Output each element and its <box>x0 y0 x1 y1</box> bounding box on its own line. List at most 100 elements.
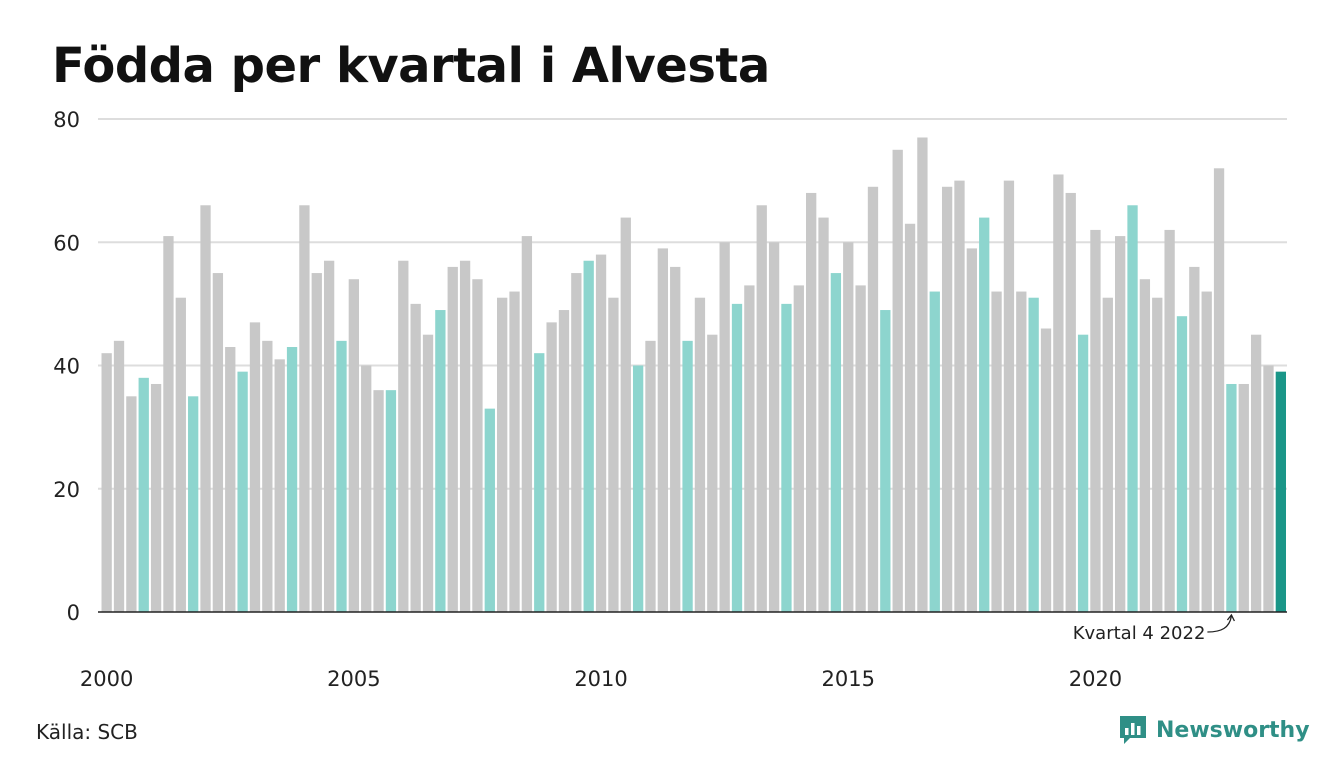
y-tick-label: 20 <box>53 478 80 502</box>
bar <box>855 285 866 612</box>
bar <box>262 340 273 612</box>
bar <box>558 310 570 612</box>
bar <box>1090 229 1101 613</box>
bar <box>101 353 112 612</box>
bar <box>694 297 706 612</box>
bar <box>497 297 508 612</box>
bar <box>806 192 817 612</box>
bar <box>311 273 322 612</box>
x-axis-tick-labels: 2000 2005 2010 2015 2020 <box>80 667 1122 691</box>
bar <box>1164 229 1175 613</box>
bar <box>1053 174 1064 612</box>
bar <box>707 334 718 612</box>
bar <box>286 347 298 612</box>
bar <box>200 205 211 612</box>
bar <box>1065 192 1076 612</box>
bar <box>843 242 854 612</box>
bar <box>941 186 953 612</box>
bar <box>1003 180 1015 612</box>
bar <box>188 396 199 612</box>
bar <box>768 242 780 612</box>
bar <box>571 273 582 612</box>
bar <box>583 260 594 612</box>
bar <box>1152 297 1163 612</box>
bar <box>163 236 174 612</box>
bar <box>138 377 149 612</box>
newsworthy-chart-bubble-icon <box>1120 716 1146 744</box>
bar <box>1127 205 1138 612</box>
bar <box>126 396 137 612</box>
bar <box>435 310 446 612</box>
bar <box>274 359 285 612</box>
bar <box>1040 328 1052 612</box>
y-tick-label: 80 <box>53 108 80 132</box>
bar <box>1226 383 1237 612</box>
bar <box>892 149 903 612</box>
bar <box>472 279 483 612</box>
bar <box>509 291 520 612</box>
bar <box>657 248 668 612</box>
bar <box>1028 297 1039 612</box>
logo-text: Newsworthy <box>1156 717 1310 743</box>
x-tick-label: 2010 <box>574 667 627 691</box>
bar <box>484 408 495 612</box>
bar <box>385 390 397 612</box>
bar <box>1102 297 1113 612</box>
bar <box>1139 279 1151 612</box>
bar <box>249 322 261 612</box>
annotation: Kvartal 4 2022 <box>1073 613 1235 644</box>
bar <box>954 180 965 612</box>
bar <box>670 266 681 612</box>
bar <box>1115 236 1126 612</box>
bar <box>818 217 829 612</box>
bar <box>744 285 755 612</box>
bar <box>645 340 656 612</box>
bar <box>595 254 607 612</box>
bar <box>212 273 224 612</box>
bar <box>756 205 767 612</box>
bar <box>447 266 458 612</box>
bar <box>225 347 236 612</box>
bars <box>101 137 1286 613</box>
bar <box>1213 168 1225 613</box>
bar <box>323 260 335 612</box>
bar <box>917 137 928 613</box>
bar <box>410 303 421 612</box>
bar <box>682 340 693 612</box>
bar <box>608 297 619 612</box>
y-tick-label: 40 <box>53 355 80 379</box>
annotation-label: Kvartal 4 2022 <box>1073 623 1206 644</box>
bar <box>521 236 533 612</box>
bar <box>1176 316 1188 612</box>
bar <box>1250 334 1262 612</box>
bar <box>422 334 434 612</box>
bar <box>237 371 248 612</box>
x-tick-label: 2000 <box>80 667 133 691</box>
bar <box>1189 266 1200 612</box>
bar <box>632 365 644 612</box>
bar <box>534 353 545 612</box>
newsworthy-logo[interactable]: Newsworthy <box>1118 714 1310 746</box>
chart-title: Födda per kvartal i Alvesta <box>52 38 770 94</box>
bar <box>1016 291 1027 612</box>
bar <box>1275 371 1286 612</box>
bar <box>830 273 842 612</box>
bar <box>398 260 409 612</box>
bar <box>175 297 186 612</box>
bar <box>991 291 1002 612</box>
y-tick-label: 60 <box>53 231 80 255</box>
bar <box>979 217 990 612</box>
bar <box>904 223 916 612</box>
bar <box>880 310 891 612</box>
x-tick-label: 2015 <box>822 667 875 691</box>
bar <box>150 383 162 612</box>
bar <box>546 322 557 612</box>
bar <box>1263 365 1274 612</box>
source-note: Källa: SCB <box>36 720 138 744</box>
bar <box>793 285 804 612</box>
bar <box>867 186 879 612</box>
annotation-arrow <box>1207 613 1235 633</box>
x-tick-label: 2005 <box>327 667 380 691</box>
bar <box>966 248 977 612</box>
